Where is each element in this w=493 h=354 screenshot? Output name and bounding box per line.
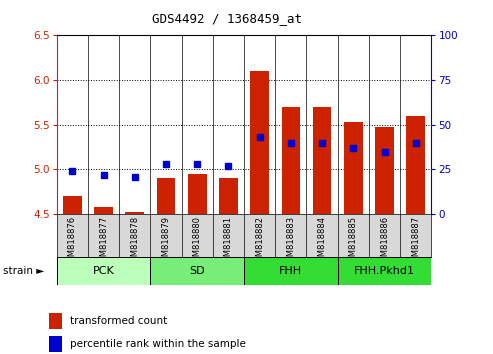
- Text: GSM818881: GSM818881: [224, 216, 233, 267]
- Text: GSM818883: GSM818883: [286, 216, 295, 267]
- Text: GSM818877: GSM818877: [99, 216, 108, 267]
- Text: PCK: PCK: [93, 266, 114, 276]
- Bar: [250, 71, 269, 214]
- Bar: [157, 178, 176, 214]
- Text: GSM818886: GSM818886: [380, 216, 389, 267]
- Bar: [219, 178, 238, 214]
- FancyBboxPatch shape: [57, 257, 150, 285]
- Text: FHH: FHH: [280, 266, 302, 276]
- Text: GSM818878: GSM818878: [130, 216, 139, 267]
- Text: GSM818880: GSM818880: [193, 216, 202, 267]
- Text: GSM818882: GSM818882: [255, 216, 264, 267]
- Text: GSM818887: GSM818887: [411, 216, 420, 267]
- Text: GSM818885: GSM818885: [349, 216, 358, 267]
- Text: transformed count: transformed count: [70, 316, 168, 326]
- Text: SD: SD: [189, 266, 205, 276]
- FancyBboxPatch shape: [150, 257, 244, 285]
- Text: GSM818876: GSM818876: [68, 216, 77, 267]
- Bar: [49, 313, 62, 329]
- Bar: [63, 196, 82, 214]
- Text: GSM818879: GSM818879: [162, 216, 171, 267]
- Text: GDS4492 / 1368459_at: GDS4492 / 1368459_at: [152, 12, 302, 25]
- FancyBboxPatch shape: [244, 257, 338, 285]
- Bar: [49, 336, 62, 352]
- Bar: [94, 207, 113, 214]
- Text: FHH.Pkhd1: FHH.Pkhd1: [354, 266, 415, 276]
- Bar: [375, 127, 394, 214]
- Bar: [188, 174, 207, 214]
- Text: percentile rank within the sample: percentile rank within the sample: [70, 339, 246, 349]
- Text: strain ►: strain ►: [3, 266, 44, 276]
- Bar: [406, 116, 425, 214]
- FancyBboxPatch shape: [338, 257, 431, 285]
- Bar: [282, 107, 300, 214]
- Text: GSM818884: GSM818884: [317, 216, 326, 267]
- Bar: [313, 107, 331, 214]
- Bar: [344, 122, 363, 214]
- Bar: [125, 212, 144, 214]
